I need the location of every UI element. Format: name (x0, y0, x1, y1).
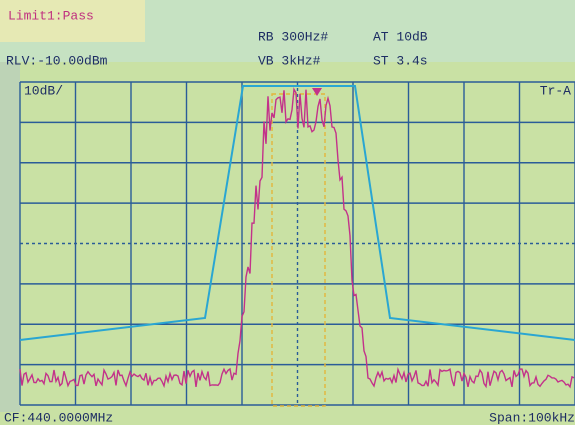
ref-level: RLV:-10.00dBm (6, 53, 108, 68)
center-frequency: CF:440.0000MHz (4, 410, 113, 425)
limit-status: Limit1:Pass (8, 8, 94, 23)
sweep-time: ST 3.4s (373, 53, 428, 68)
rbw: RB 300Hz# (258, 29, 328, 44)
attenuation: AT 10dB (373, 29, 428, 44)
left-margin (0, 62, 20, 412)
scale: 10dB/ (24, 83, 63, 98)
span: Span:100kHz (489, 410, 575, 425)
vbw: VB 3kHz# (258, 53, 321, 68)
trace-label: Tr-A (540, 83, 571, 98)
analyzer-screen: Limit1:Pass RB 300Hz# AT 10dB RLV:-10.00… (0, 0, 575, 425)
